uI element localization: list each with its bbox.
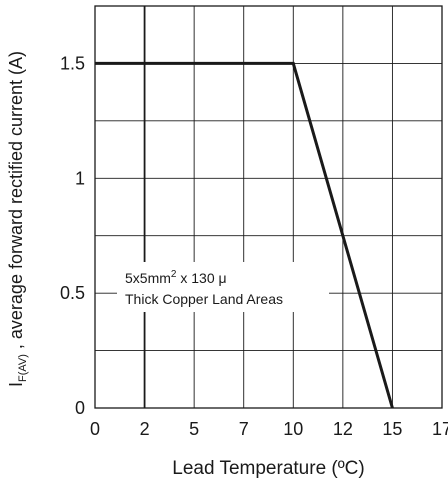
y-axis-label: IF(AV) , average forward rectified curre… [6,51,29,387]
x-tick-label: 12 [333,419,353,439]
annotation-line-2: Thick Copper Land Areas [125,291,283,307]
x-tick-label: 17 [432,419,448,439]
y-tick-label: 1 [75,168,85,188]
x-tick-label: 10 [283,419,303,439]
series-line [95,61,394,409]
y-tick-label: 0.5 [60,283,85,303]
chart-grid [95,6,442,408]
y-tick-label: 1.5 [60,53,85,73]
x-tick-label: 15 [382,419,402,439]
plot-frame [94,5,443,409]
annotation-line-1: 5x5mm2 x 130 μ [125,269,227,286]
x-axis-label: Lead Temperature (ºC) [172,458,364,479]
chart-series [95,61,394,409]
x-tick-label: 7 [239,419,249,439]
x-tick-label: 2 [140,419,150,439]
y-tick-label: 0 [75,398,85,418]
x-tick-label: 0 [90,419,100,439]
annotation-box [117,262,329,312]
x-tick-label: 5 [189,419,199,439]
tick-labels: 0 2 5 7 10 12 15 17 1.5 1 0.5 0 [60,53,448,439]
